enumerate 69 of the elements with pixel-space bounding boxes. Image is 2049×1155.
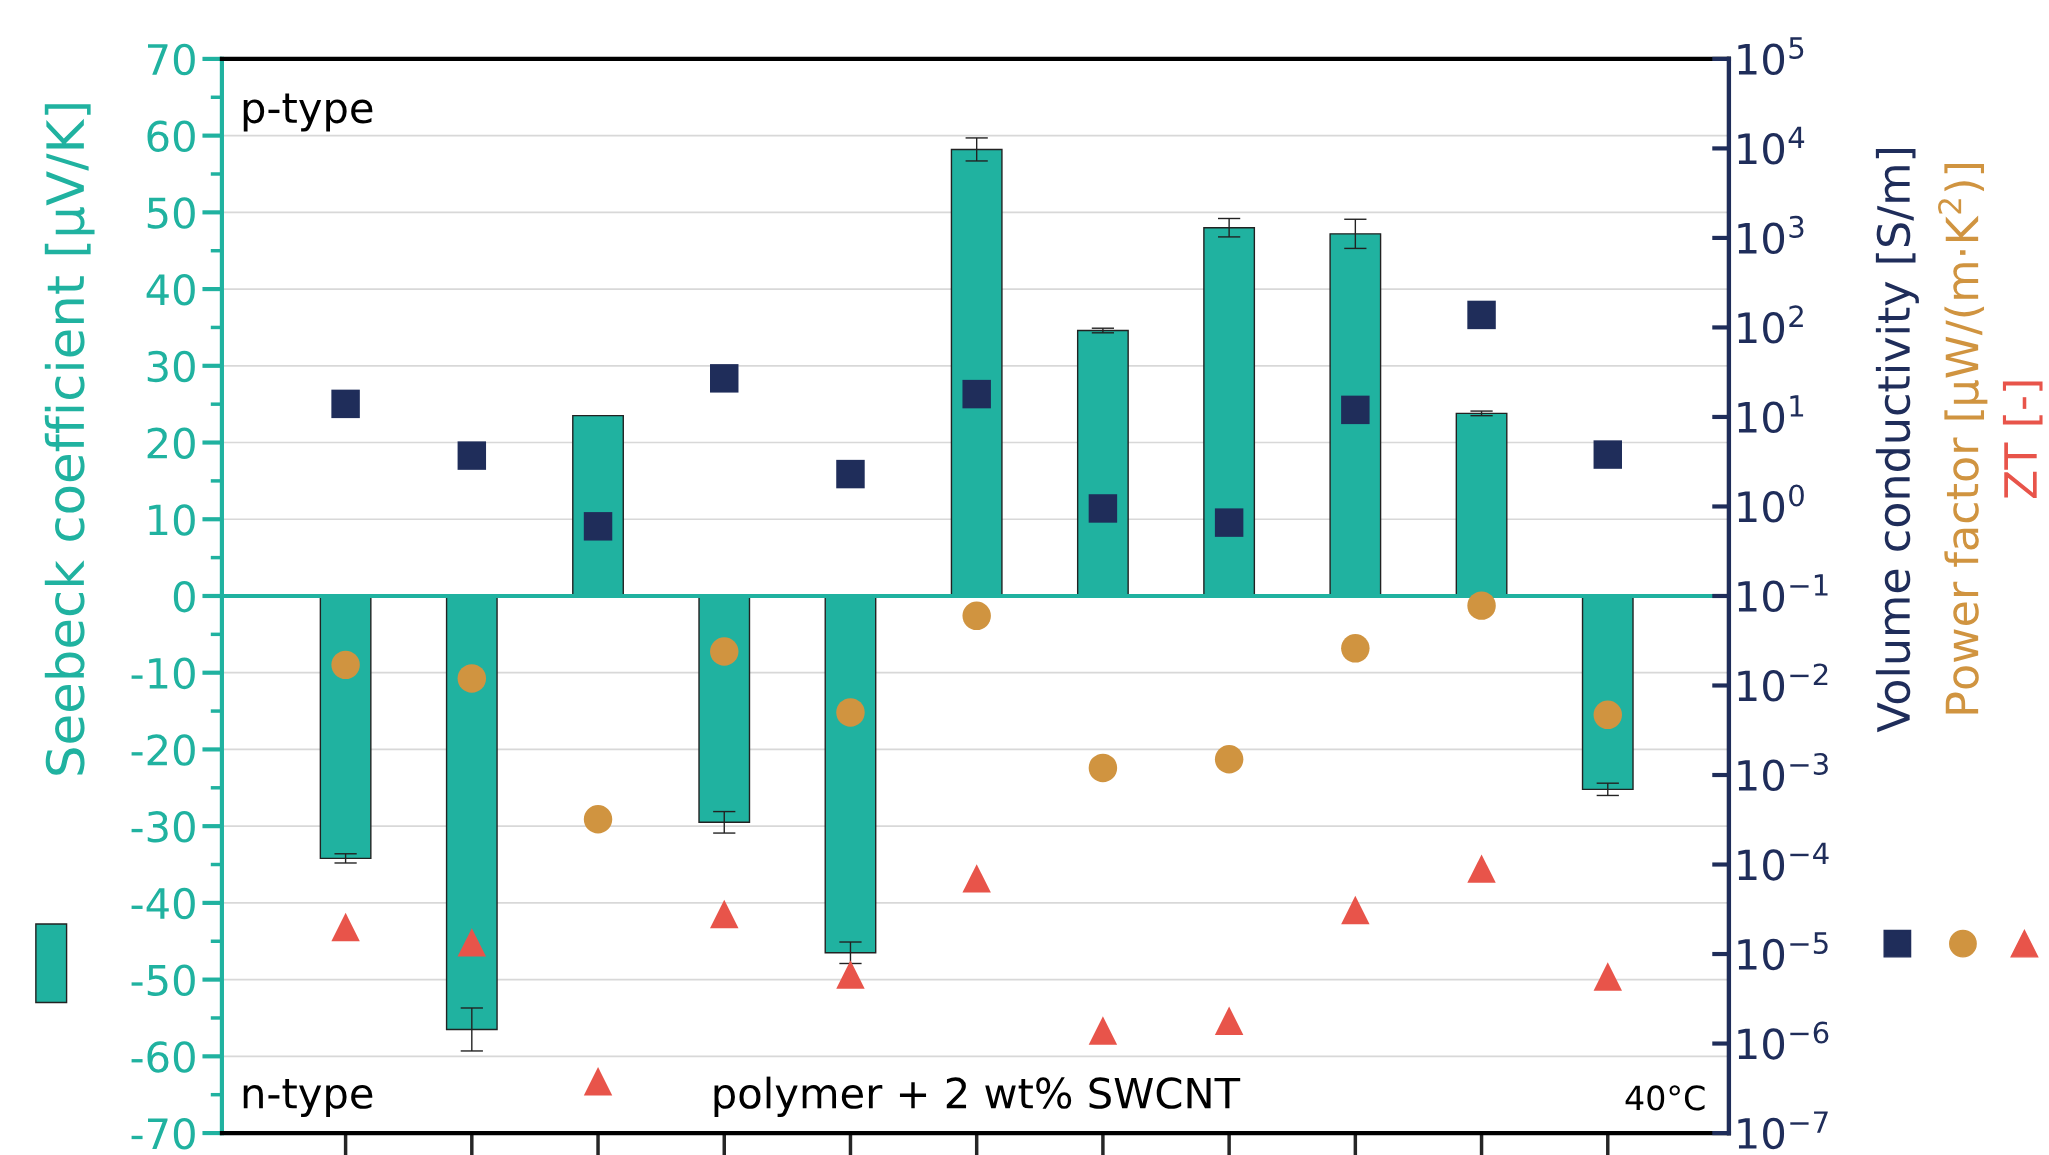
point (1467, 591, 1496, 620)
point (583, 1066, 613, 1096)
point (710, 637, 739, 666)
point (1593, 962, 1623, 991)
point (836, 459, 865, 489)
y2-tick-label: 10$^{−6}$ (1738, 1021, 1829, 1060)
point (583, 805, 613, 834)
y2-tick-label: 10$^{2}$ (1738, 305, 1803, 344)
point (583, 512, 613, 541)
point (331, 650, 360, 680)
y-tick-label: 70 (148, 43, 195, 76)
point (1341, 634, 1370, 663)
point (962, 601, 991, 631)
y-tick-label: -50 (131, 964, 195, 997)
point (1467, 300, 1496, 330)
y2-tick-label: 10$^{−4}$ (1738, 842, 1829, 881)
point (710, 364, 739, 393)
point (457, 664, 487, 693)
point (1088, 753, 1118, 783)
y-tick-label: -20 (131, 734, 195, 766)
point (457, 441, 487, 470)
y-tick-label: 20 (147, 427, 195, 459)
point (1341, 895, 1370, 925)
point (1593, 700, 1623, 730)
text: Volume conductivity [S/m] (1875, 148, 1919, 733)
y-tick-label: -70 (131, 1117, 195, 1150)
text: Power factor [µW/(m·K$^{2}$)] (1938, 164, 1988, 714)
y-tick-label: 30 (147, 350, 195, 383)
y-tick-label: 0 (173, 580, 195, 613)
point (1467, 854, 1496, 883)
y-tick-label: 50 (147, 197, 195, 229)
point (710, 899, 739, 929)
y2-tick-label: 10$^{5}$ (1738, 37, 1804, 76)
point (331, 389, 360, 419)
y2-tick-label: 10$^{4}$ (1738, 126, 1805, 165)
y2-tick-label: 10$^{−3}$ (1738, 752, 1828, 792)
point (1088, 494, 1118, 523)
point (836, 960, 865, 989)
point (457, 928, 487, 957)
y-axis-title: Seebeck coefficient [µV/K] (44, 104, 95, 775)
y-tick-label: -10 (131, 657, 195, 690)
point (331, 912, 360, 942)
point (1214, 1006, 1244, 1035)
y2-tick-label: 10$^{3}$ (1738, 215, 1804, 255)
annotation: p-type (243, 93, 373, 132)
y-tick-label: -30 (131, 811, 195, 843)
point (1341, 395, 1370, 425)
y2-tick-label: 10$^{−1}$ (1738, 574, 1828, 613)
point (962, 379, 991, 409)
point (836, 698, 865, 727)
annotation: n-type (243, 1079, 373, 1117)
annotation: polymer + 2 wt% SWCNT (714, 1076, 1241, 1117)
y-tick-label: -60 (131, 1041, 195, 1073)
y2-tick-label: 10$^{−5}$ (1738, 932, 1828, 971)
y-tick-label: 40 (146, 273, 195, 306)
y2-tick-label: 10$^{−2}$ (1738, 663, 1828, 702)
y-tick-label: -40 (131, 887, 195, 920)
point (962, 864, 991, 893)
y-tick-label: 60 (147, 120, 195, 153)
point (1214, 508, 1244, 537)
point (1593, 440, 1623, 469)
y2-tick-label: 10$^{1}$ (1738, 395, 1804, 434)
point (1214, 745, 1244, 774)
y2-tick-label: 10$^{−7}$ (1738, 1111, 1828, 1150)
annotation: 40°C (1625, 1085, 1705, 1111)
y2-tick-label: 10$^{0}$ (1738, 484, 1804, 523)
point (1088, 1016, 1118, 1045)
y-tick-label: 10 (149, 504, 195, 536)
text: ZT [-] (2002, 381, 2043, 499)
